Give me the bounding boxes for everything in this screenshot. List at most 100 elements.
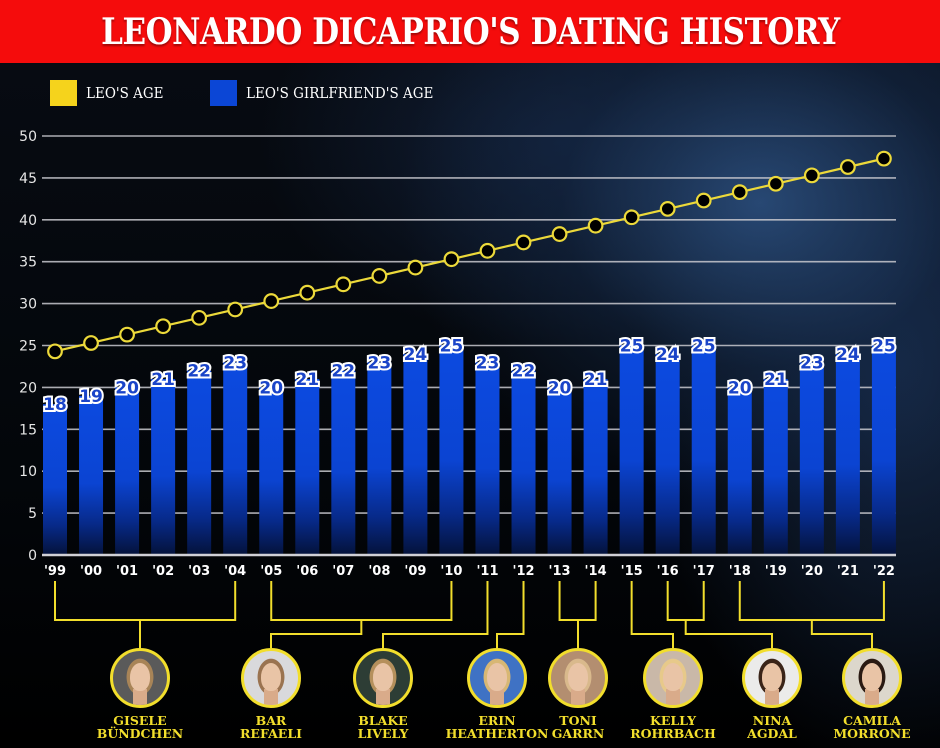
girlfriend-name: ERIN HEATHERTON	[437, 714, 557, 740]
x-tick-label: '06	[296, 564, 318, 579]
photo-neck	[571, 689, 585, 705]
leo-age-point	[551, 226, 568, 242]
girlfriend-photo	[643, 648, 703, 708]
bar	[367, 362, 392, 555]
x-tick-label: '14	[585, 564, 607, 579]
x-tick-label: '09	[404, 564, 426, 579]
bar-value-label: 25	[440, 337, 464, 357]
bar-value-label: 21	[584, 370, 608, 390]
girlfriend-name: KELLY ROHRBACH	[613, 714, 733, 740]
girlfriend-name: GISELE BÜNDCHEN	[80, 714, 200, 740]
x-tick-label: '22	[873, 564, 895, 579]
bar-value-label: 18	[43, 395, 67, 415]
bar	[763, 379, 788, 555]
girlfriend-name-line2: BÜNDCHEN	[96, 726, 184, 741]
photo-neck	[376, 689, 390, 705]
girlfriend-name: NINA AGDAL	[712, 714, 832, 740]
x-tick-label: '17	[693, 564, 715, 579]
bar-value-label: 23	[223, 353, 247, 373]
bar-value-label: 21	[764, 370, 788, 390]
bar	[295, 379, 320, 555]
photo-neck	[490, 689, 504, 705]
bar	[223, 362, 248, 555]
legend-swatch-girlfriend-age	[210, 80, 238, 106]
bar	[619, 345, 644, 555]
legend-label-girlfriend-age: LEO'S GIRLFRIEND'S AGE	[246, 84, 434, 102]
bar-value-label: 20	[548, 378, 572, 398]
girlfriend-name: BAR REFAELI	[211, 714, 331, 740]
girlfriend-name-line1: CAMILA	[843, 713, 901, 728]
bar-value-label: 25	[872, 337, 896, 357]
y-tick-label: 5	[28, 506, 37, 522]
leo-age-point	[695, 192, 712, 209]
bar-value-label: 24	[836, 345, 860, 365]
girlfriend-photo	[353, 648, 413, 708]
bar-value-label: 25	[620, 337, 644, 357]
girlfriend-card: BLAKE LIVELY	[323, 648, 443, 740]
leo-age-point	[335, 276, 352, 293]
x-tick-label: '20	[801, 564, 823, 579]
girlfriend-name-line1: BAR	[255, 713, 287, 728]
girlfriend-name-line2: LIVELY	[357, 726, 409, 741]
legend: LEO'S AGE LEO'S GIRLFRIEND'S AGE	[50, 80, 492, 106]
y-tick-label: 15	[19, 422, 37, 438]
x-tick-label: '00	[80, 564, 102, 579]
bar	[691, 345, 716, 555]
photo-neck	[666, 689, 680, 705]
girlfriend-name-line1: ERIN	[478, 713, 516, 728]
bar	[727, 387, 752, 555]
x-tick-label: '04	[224, 564, 246, 579]
bar	[151, 379, 176, 555]
leo-age-point	[119, 326, 135, 343]
x-tick-label: '16	[657, 564, 679, 579]
girlfriend-photo	[241, 648, 301, 708]
girlfriend-name-line2: GARRN	[551, 726, 605, 741]
girlfriend-card: GISELE BÜNDCHEN	[80, 648, 200, 740]
bar-value-labels: 18 19 20 21 22 23 20 21 22 23 24 25 23 22 20 21 25 24 25 20…	[41, 335, 898, 418]
bar	[115, 387, 140, 555]
x-tick-label: '05	[260, 564, 282, 579]
photo-neck	[264, 689, 278, 705]
bar-value-label: 23	[800, 353, 824, 373]
bar-value-label: 20	[115, 378, 139, 398]
girlfriend-name-line1: NINA	[752, 713, 792, 728]
bar	[583, 379, 608, 555]
leo-age-point	[731, 184, 748, 201]
girlfriend-card: NINA AGDAL	[712, 648, 832, 740]
x-tick-label: '02	[152, 564, 174, 579]
legend-label-leo-age: LEO'S AGE	[86, 84, 164, 102]
x-tick-label: '01	[116, 564, 138, 579]
leo-age-point	[47, 343, 63, 360]
y-tick-label: 10	[19, 464, 37, 480]
leo-age-point	[623, 209, 640, 226]
y-axis-ticks: 0 5 10 15 20 25 30 35 40 45 50	[19, 129, 37, 564]
photo-face	[487, 663, 507, 691]
photo-neck	[133, 689, 147, 705]
connector-line	[382, 581, 489, 648]
leo-age-point	[191, 309, 208, 326]
bar	[475, 362, 500, 555]
bar	[403, 353, 428, 555]
girlfriend-photo	[110, 648, 170, 708]
girlfriend-name-line2: MORRONE	[833, 726, 911, 741]
bar	[799, 362, 824, 555]
girlfriend-name-line2: REFAELI	[240, 726, 302, 741]
y-tick-label: 25	[19, 339, 37, 355]
photo-face	[862, 663, 882, 691]
y-tick-label: 0	[28, 548, 37, 564]
y-tick-label: 20	[19, 380, 37, 396]
photo-face	[261, 663, 281, 691]
photo-face	[130, 663, 150, 691]
bar-value-label: 21	[151, 370, 175, 390]
leo-age-point	[371, 268, 388, 284]
girlfriend-photo	[842, 648, 902, 708]
leo-age-point	[299, 284, 316, 301]
bar	[187, 370, 212, 555]
girlfriend-name: BLAKE LIVELY	[323, 714, 443, 740]
leo-age-point	[515, 234, 532, 251]
girlfriend-card: CAMILA MORRONE	[812, 648, 932, 740]
bar	[43, 404, 67, 555]
bar	[331, 370, 356, 555]
x-tick-label: '11	[476, 564, 498, 579]
